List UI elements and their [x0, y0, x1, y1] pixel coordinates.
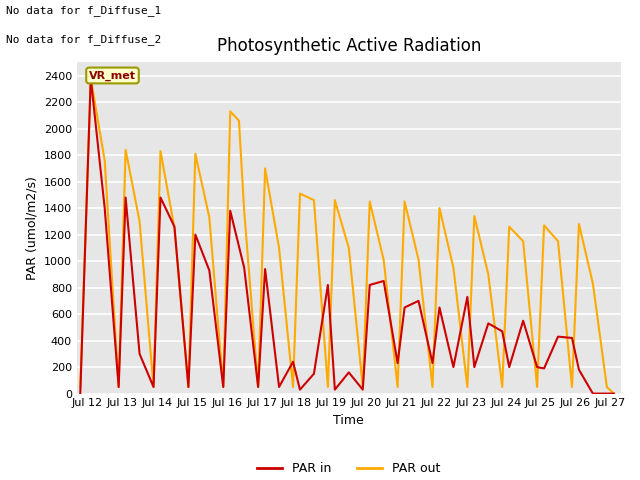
X-axis label: Time: Time [333, 414, 364, 427]
Text: VR_met: VR_met [89, 71, 136, 81]
Title: Photosynthetic Active Radiation: Photosynthetic Active Radiation [216, 37, 481, 55]
Text: No data for f_Diffuse_2: No data for f_Diffuse_2 [6, 34, 162, 45]
Legend: PAR in, PAR out: PAR in, PAR out [252, 457, 445, 480]
Text: No data for f_Diffuse_1: No data for f_Diffuse_1 [6, 5, 162, 16]
Y-axis label: PAR (umol/m2/s): PAR (umol/m2/s) [25, 176, 38, 280]
